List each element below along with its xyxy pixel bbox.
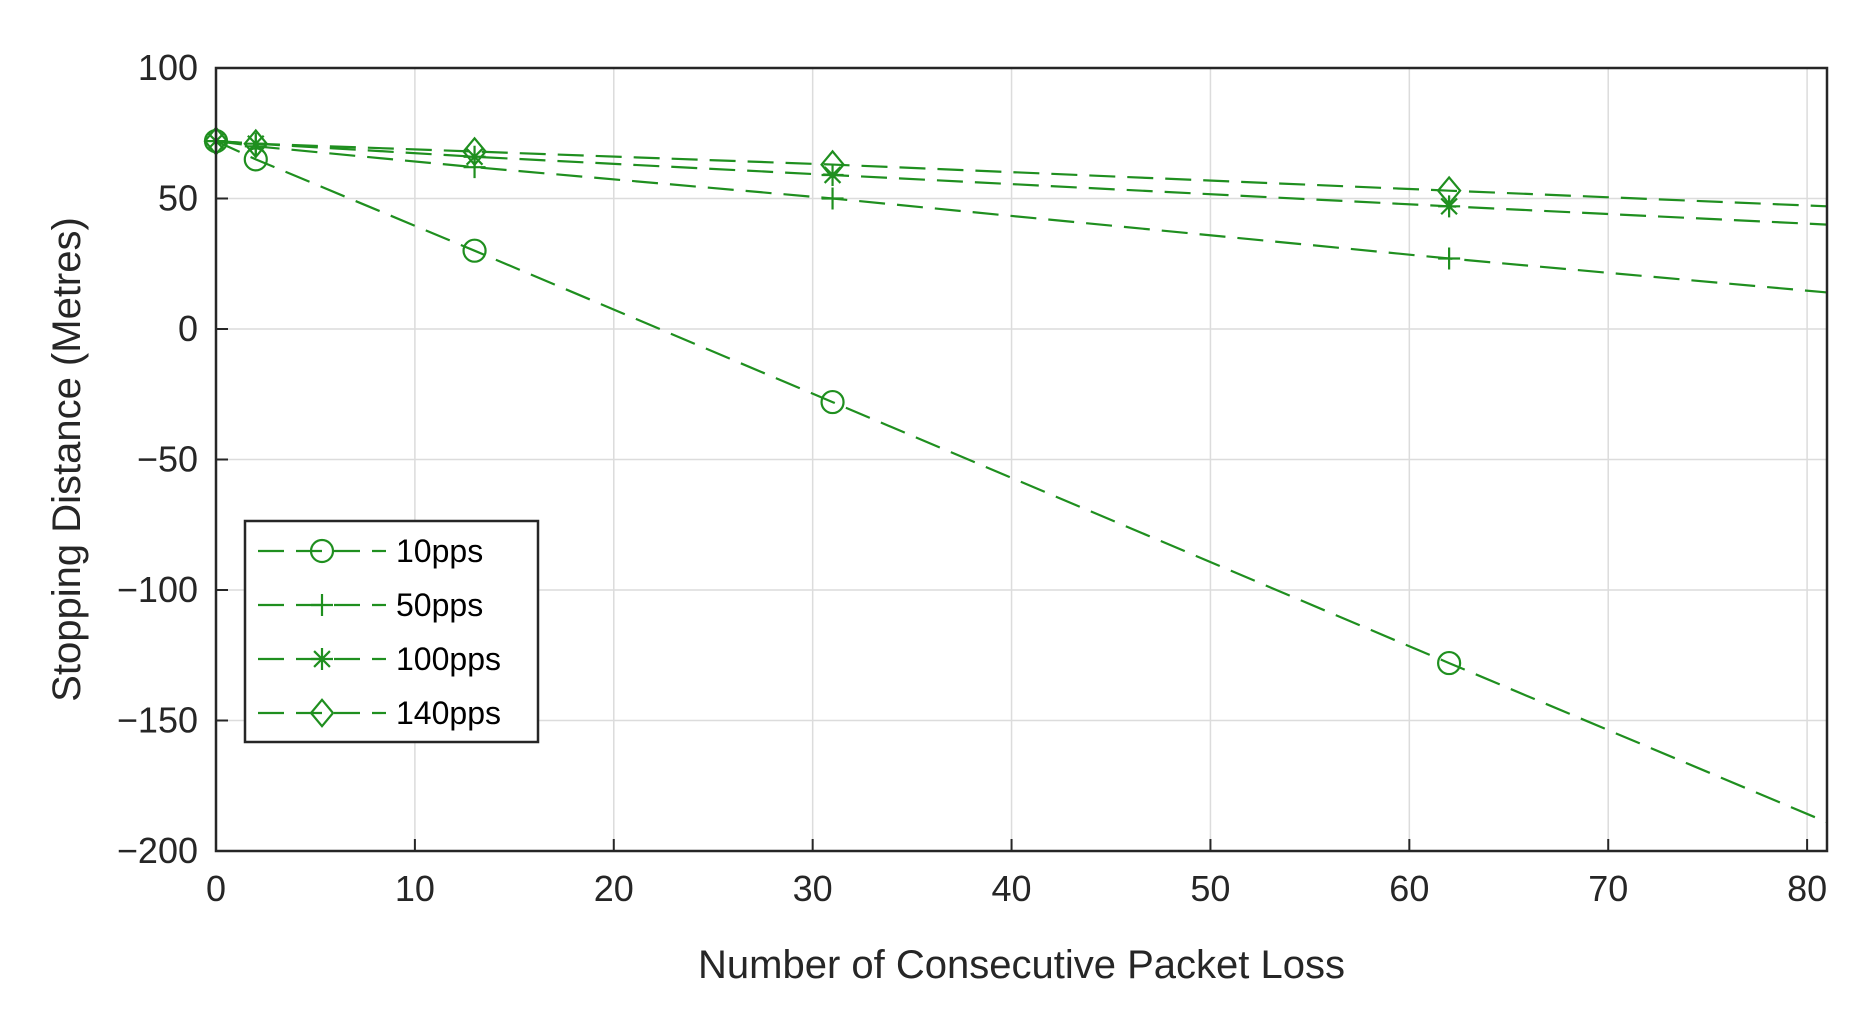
legend-marker — [309, 698, 335, 728]
data-point-10pps — [462, 238, 487, 263]
y-tick-label: −50 — [137, 439, 198, 480]
y-tick-label: 100 — [138, 47, 198, 88]
x-tick-label: 20 — [594, 868, 634, 909]
legend-label: 10pps — [396, 533, 483, 569]
legend-label: 140pps — [396, 695, 501, 731]
series-line-50pps — [215, 139, 1828, 294]
x-tick-label: 0 — [206, 868, 226, 909]
ticks: 0 10 20 30 40 50 60 70 80 100 50 0 −50 −100 −150 −200 — [117, 47, 1827, 909]
data-point-140pps — [1436, 175, 1462, 206]
y-axis-label: Stopping Distance (Metres) — [45, 217, 89, 702]
legend-label: 50pps — [396, 587, 483, 623]
data-point-140pps — [820, 149, 845, 180]
legend-items: 10pps 50pps 100pps 140pps — [258, 533, 501, 731]
x-tick-label: 10 — [395, 868, 435, 909]
y-tick-label: 50 — [158, 178, 198, 219]
x-tick-label: 30 — [793, 868, 833, 909]
x-tick-label: 80 — [1787, 868, 1827, 909]
legend-item-100pps: 100pps — [258, 641, 501, 677]
data-point-140pps — [243, 128, 269, 159]
series-group — [203, 126, 1828, 824]
data-point-100pps — [1438, 195, 1461, 218]
y-tick-label: −200 — [117, 830, 198, 871]
x-tick-label: 50 — [1190, 868, 1230, 909]
legend-label: 100pps — [396, 641, 501, 677]
y-tick-label: 0 — [178, 308, 198, 349]
legend-marker — [311, 648, 333, 670]
data-point-50pps — [821, 187, 844, 210]
x-tick-label: 70 — [1588, 868, 1628, 909]
data-point-10pps — [1437, 650, 1462, 676]
data-point-50pps — [1438, 247, 1461, 270]
series-line-10pps — [215, 140, 1828, 824]
legend-item-10pps: 10pps — [258, 533, 483, 569]
legend-box — [243, 519, 540, 744]
series-line-140pps — [215, 139, 1828, 208]
legend-item-50pps: 50pps — [258, 587, 483, 623]
data-point-140pps — [462, 136, 487, 167]
legend-marker — [311, 594, 333, 616]
x-axis-label: Number of Consecutive Packet Loss — [698, 943, 1345, 987]
legend-marker — [309, 538, 335, 564]
series-line-100pps — [215, 139, 1828, 226]
y-tick-label: −150 — [117, 700, 198, 741]
y-tick-label: −100 — [117, 569, 198, 610]
data-point-100pps — [463, 145, 486, 168]
x-tick-label: 40 — [992, 868, 1032, 909]
legend: 10pps 50pps 100pps 140pps — [243, 519, 540, 744]
x-tick-label: 60 — [1389, 868, 1429, 909]
data-point-100pps — [821, 164, 844, 187]
legend-item-140pps: 140pps — [258, 695, 501, 731]
data-point-10pps — [820, 389, 845, 415]
